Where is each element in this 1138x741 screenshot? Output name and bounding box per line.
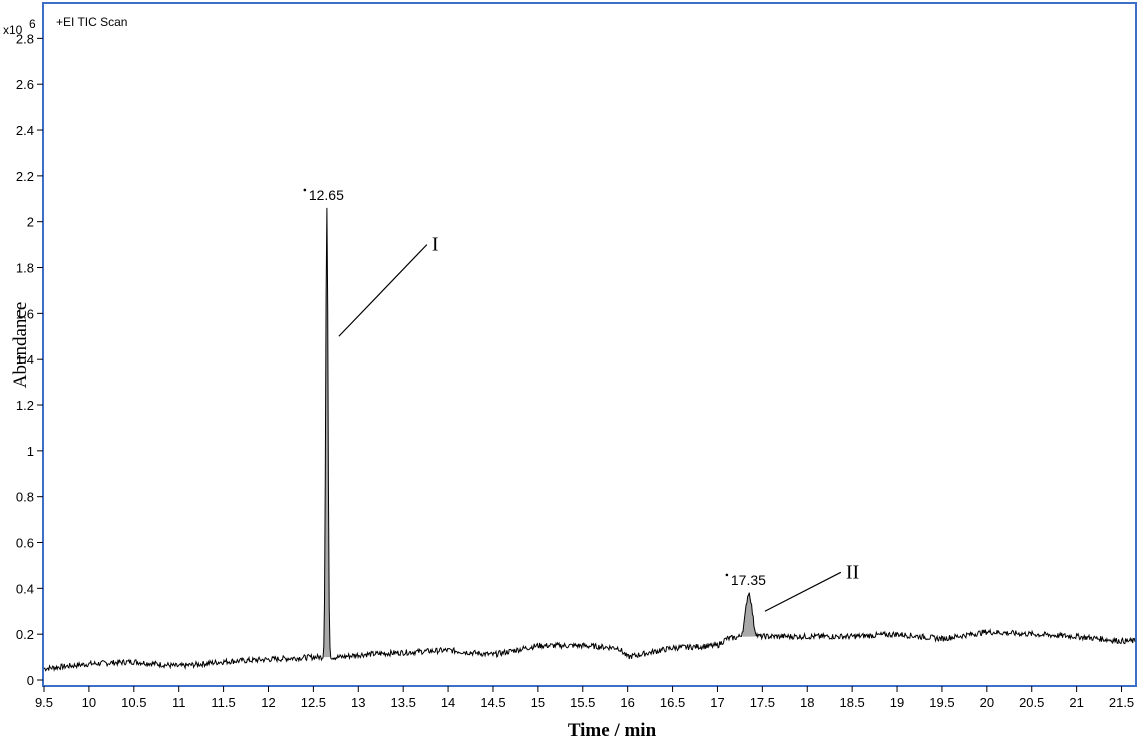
peak-leader-line xyxy=(764,571,842,612)
ticks-layer: 9.5 10 10.5 11 11.5 12 12.5 13 13.5 14 14.5 15 15.5 1… xyxy=(16,31,1134,710)
x-tick-label: 13 xyxy=(351,695,365,710)
y-axis-title: Abundance xyxy=(10,302,31,389)
x-tick-label: 21.5 xyxy=(1109,695,1134,710)
y-tick-label: 1.2 xyxy=(16,398,34,413)
peak-area-II xyxy=(742,592,756,637)
x-tick-label: 17 xyxy=(710,695,724,710)
y-tick-label: 0.8 xyxy=(16,490,34,505)
y-tick-label: 0.6 xyxy=(16,536,34,551)
x-tick-label: 11 xyxy=(172,695,186,710)
y-tick-label: 2.4 xyxy=(16,123,34,138)
y-tick-label: 0.2 xyxy=(16,627,34,642)
peak-id-label: II xyxy=(846,561,859,583)
x-tick-label: 10.5 xyxy=(121,695,146,710)
peak-rt-label: 17.35 xyxy=(731,572,766,588)
x-tick-label: 20 xyxy=(980,695,994,710)
y-tick-label: 2.6 xyxy=(16,77,34,92)
x-tick-label: 12 xyxy=(261,695,275,710)
x-tick-label: 18 xyxy=(800,695,814,710)
y-tick-label: 2.2 xyxy=(16,169,34,184)
peak-marker-dot xyxy=(303,188,307,192)
x-tick-label: 21 xyxy=(1069,695,1083,710)
y-tick-label: 1.4 xyxy=(16,352,34,367)
y-multiplier-label: x10 xyxy=(3,23,23,37)
y-tick-label: 1.6 xyxy=(16,306,34,321)
y-tick-label: 2 xyxy=(27,215,34,230)
plot-frame xyxy=(42,2,1137,687)
peak-marker-dot xyxy=(725,573,729,577)
scan-type-label: +EI TIC Scan xyxy=(56,15,127,29)
peak-rt-label: 12.65 xyxy=(309,187,344,203)
peak-leader-line xyxy=(338,244,428,337)
x-tick-label: 12.5 xyxy=(301,695,326,710)
y-tick-label: 2.8 xyxy=(16,31,34,46)
x-tick-label: 11.5 xyxy=(211,695,235,710)
y-tick-label: 1.8 xyxy=(16,261,34,276)
x-tick-label: 15.5 xyxy=(570,695,595,710)
data-layer xyxy=(43,207,1136,672)
y-tick-label: 1 xyxy=(27,444,34,459)
x-tick-label: 16.5 xyxy=(660,695,685,710)
y-tick-label: 0 xyxy=(27,673,34,688)
tic-trace xyxy=(43,207,1136,672)
x-tick-label: 13.5 xyxy=(391,695,416,710)
annotations-layer: 12.65 I 17.35 II xyxy=(303,187,859,612)
x-tick-label: 9.5 xyxy=(35,695,53,710)
x-tick-label: 15 xyxy=(531,695,545,710)
x-tick-label: 18.5 xyxy=(839,695,864,710)
x-tick-label: 19 xyxy=(890,695,904,710)
x-tick-label: 20.5 xyxy=(1019,695,1044,710)
x-tick-label: 14.5 xyxy=(480,695,505,710)
x-tick-label: 14 xyxy=(441,695,455,710)
x-tick-label: 10 xyxy=(82,695,96,710)
y-multiplier-exponent: 6 xyxy=(29,17,36,31)
x-axis-title: Time / min xyxy=(568,720,657,741)
x-tick-label: 17.5 xyxy=(750,695,775,710)
x-tick-label: 16 xyxy=(620,695,634,710)
peak-id-label: I xyxy=(432,234,439,256)
x-tick-label: 19.5 xyxy=(929,695,954,710)
y-tick-label: 0.4 xyxy=(16,581,34,596)
